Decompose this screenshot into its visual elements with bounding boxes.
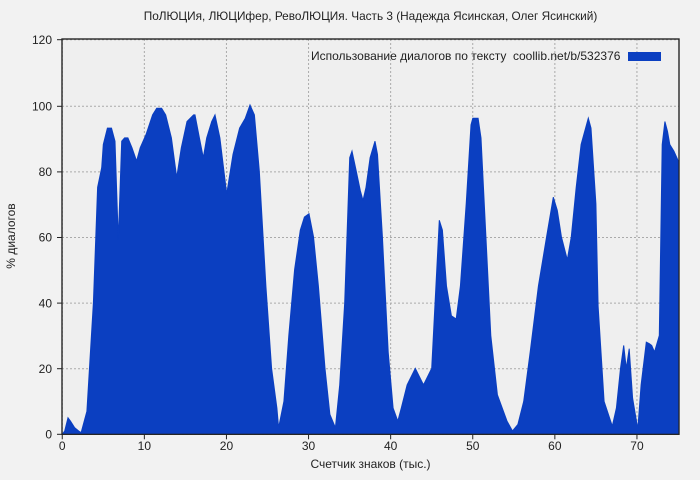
svg-text:50: 50 [466, 439, 480, 453]
svg-text:100: 100 [32, 100, 52, 114]
svg-text:70: 70 [630, 439, 644, 453]
svg-text:120: 120 [32, 33, 52, 47]
svg-text:60: 60 [548, 439, 562, 453]
svg-text:30: 30 [302, 439, 316, 453]
svg-text:80: 80 [39, 165, 53, 179]
svg-text:20: 20 [39, 362, 53, 376]
svg-text:40: 40 [384, 439, 398, 453]
svg-text:40: 40 [39, 296, 53, 310]
svg-text:10: 10 [138, 439, 152, 453]
svg-text:20: 20 [220, 439, 234, 453]
svg-text:60: 60 [39, 231, 53, 245]
svg-text:0: 0 [45, 428, 52, 442]
svg-text:0: 0 [59, 439, 66, 453]
